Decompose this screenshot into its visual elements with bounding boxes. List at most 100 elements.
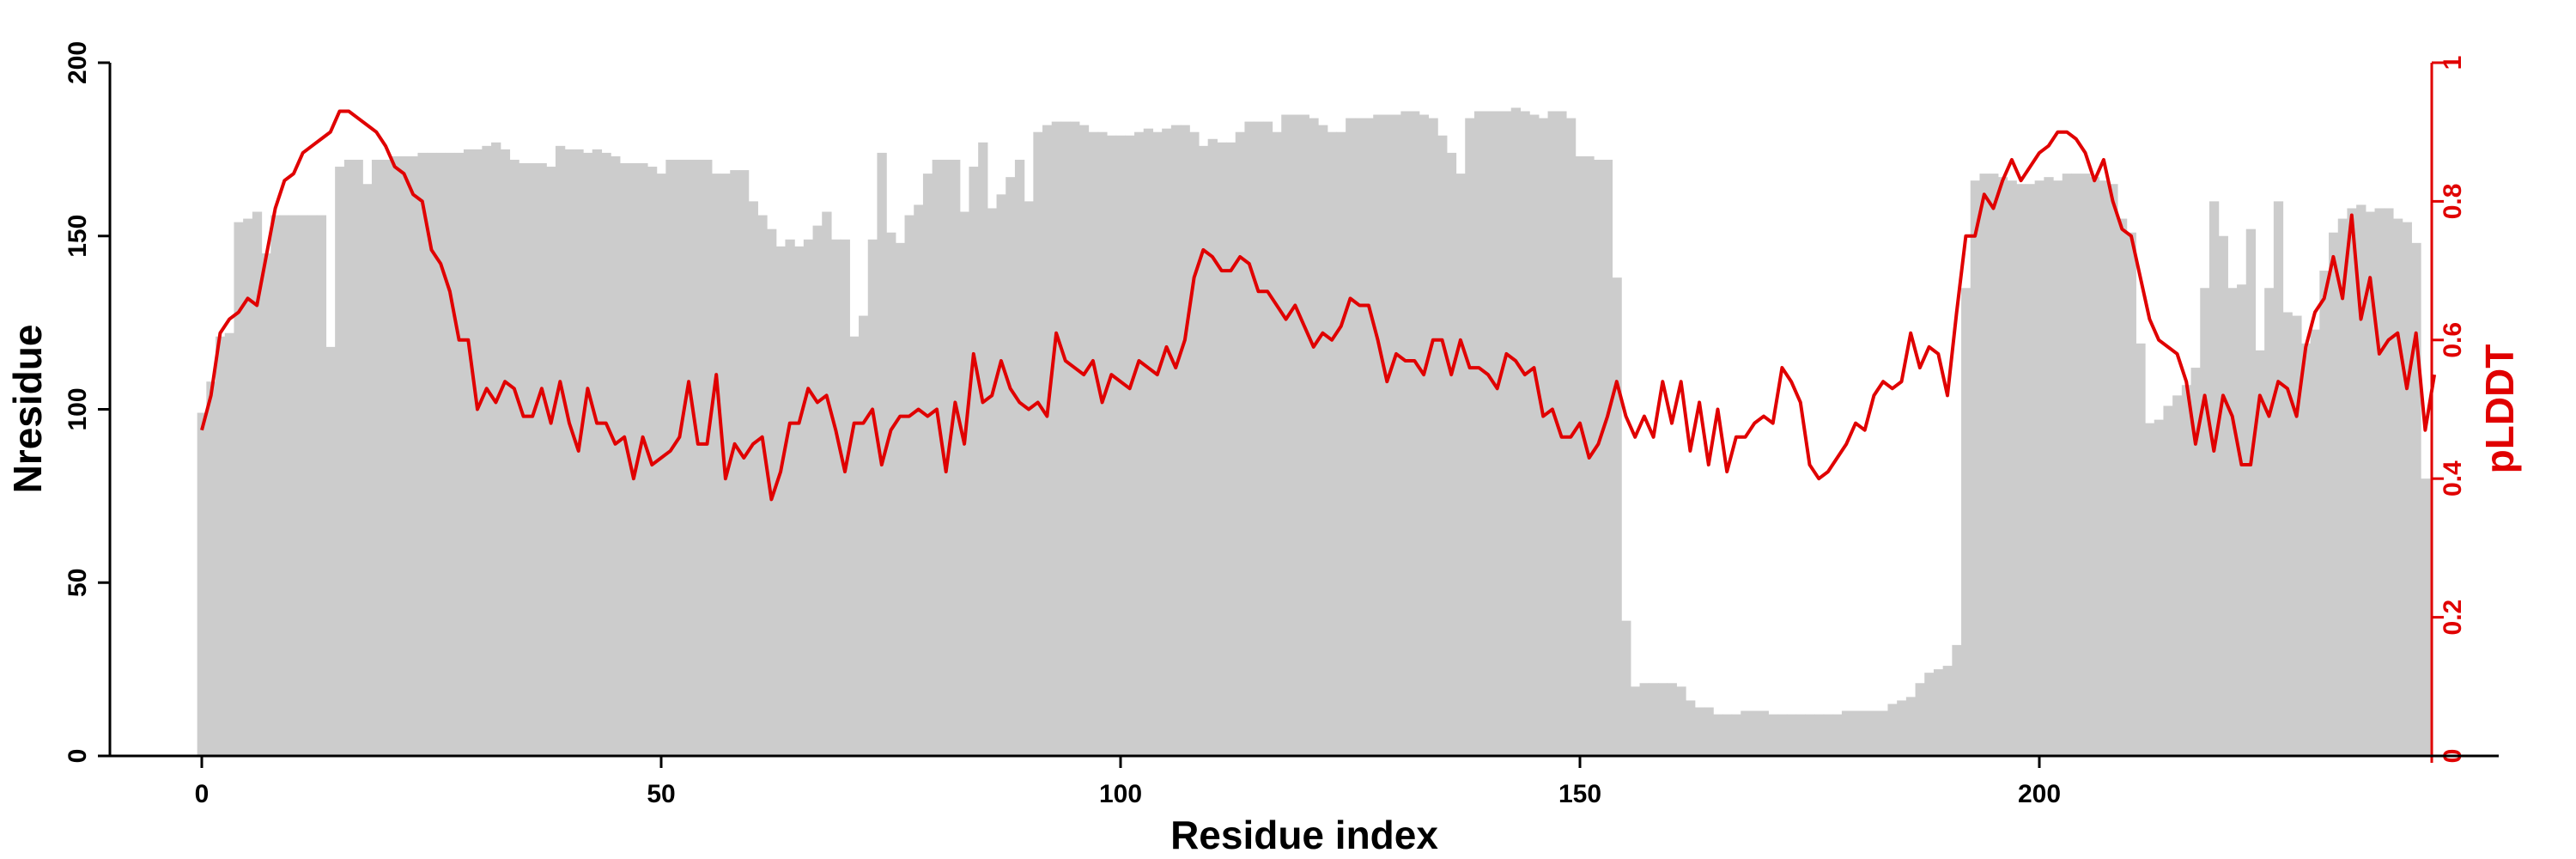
x-tick-label: 100 xyxy=(1099,780,1142,808)
nresidue-bar xyxy=(2347,208,2357,757)
y2-axis-ticks: 00.20.40.60.81 xyxy=(2432,56,2467,763)
nresidue-bar xyxy=(629,163,639,756)
nresidue-bar xyxy=(399,155,410,756)
nresidue-bar xyxy=(1952,644,1962,756)
nresidue-bar xyxy=(1768,714,1778,756)
nresidue-bar xyxy=(1989,174,1999,756)
nresidue-bar xyxy=(592,149,603,757)
nresidue-bar xyxy=(1097,131,1108,756)
nresidue-bar xyxy=(1446,152,1457,756)
nresidue-bar xyxy=(509,159,519,757)
nresidue-bar xyxy=(2181,385,2192,756)
nresidue-bar xyxy=(1547,111,1558,757)
nresidue-bar xyxy=(1382,114,1393,756)
nresidue-bar xyxy=(922,174,933,756)
nresidue-bar xyxy=(2208,201,2220,756)
nresidue-bar xyxy=(500,149,511,757)
nresidue-bar xyxy=(785,239,795,756)
nresidue-bar xyxy=(1841,710,1852,756)
nresidue-bar xyxy=(1777,714,1788,756)
nresidue-bar xyxy=(216,336,226,756)
nresidue-bar xyxy=(2071,174,2081,756)
nresidue-bar xyxy=(1905,697,1917,756)
nresidue-bar xyxy=(702,159,713,757)
nresidue-bar xyxy=(2264,288,2275,756)
y-tick-label: 150 xyxy=(64,215,92,258)
nresidue-bar xyxy=(1869,710,1880,756)
nresidue-bar xyxy=(665,159,676,757)
nresidue-bar xyxy=(2282,312,2293,756)
x-tick-label: 50 xyxy=(647,780,675,808)
nresidue-bar xyxy=(1373,114,1383,756)
nresidue-bar xyxy=(2007,180,2017,756)
nresidue-bar xyxy=(2062,174,2073,756)
nresidue-bar xyxy=(1400,111,1411,757)
nresidue-bar xyxy=(2392,218,2403,756)
nresidue-bar xyxy=(1309,118,1319,756)
nresidue-bar xyxy=(1961,288,1971,756)
nresidue-bar xyxy=(1832,714,1843,756)
nresidue-bar xyxy=(537,163,547,756)
y2-tick-label: 1 xyxy=(2439,56,2467,70)
y-tick-label: 200 xyxy=(64,41,92,84)
nresidue-bar xyxy=(1189,131,1200,756)
nresidue-bar xyxy=(2034,180,2044,756)
nresidue-bar xyxy=(1686,700,1696,756)
nresidue-bar xyxy=(1612,277,1622,756)
nresidue-bar xyxy=(601,152,611,756)
y-axis-title: Nresidue xyxy=(5,325,50,494)
nresidue-bar xyxy=(243,218,253,756)
nresidue-bar xyxy=(1933,669,1944,757)
nresidue-bar xyxy=(812,225,823,756)
nresidue-bar xyxy=(611,155,621,756)
nresidue-bar xyxy=(867,239,878,756)
nresidue-bar xyxy=(2081,174,2091,756)
nresidue-bar xyxy=(2337,218,2348,756)
nresidue-bar xyxy=(316,215,327,757)
x-tick-label: 0 xyxy=(195,780,210,808)
nresidue-bar xyxy=(343,159,355,757)
nresidue-bar xyxy=(1915,683,1925,756)
nresidue-bar xyxy=(2145,423,2155,756)
nresidue-bar xyxy=(2300,343,2312,756)
nresidue-bar xyxy=(1391,114,1401,756)
nresidue-bar xyxy=(932,159,942,757)
nresidue-bar xyxy=(335,167,345,757)
nresidue-bar xyxy=(1483,111,1493,757)
nresidue-bar xyxy=(279,215,290,757)
nresidue-bar xyxy=(1942,666,1953,756)
nresidue-bars xyxy=(197,107,2431,757)
nresidue-bar xyxy=(1741,710,1751,756)
nresidue-bar xyxy=(427,152,437,756)
nresidue-bar xyxy=(951,159,961,757)
nresidue-bar xyxy=(2025,184,2036,757)
nresidue-bar xyxy=(2089,177,2100,756)
nresidue-bar xyxy=(1299,114,1309,756)
nresidue-bar xyxy=(1024,201,1034,756)
nresidue-bar xyxy=(1897,700,1907,756)
nresidue-bar xyxy=(959,211,970,756)
nresidue-bar xyxy=(2227,288,2238,756)
nresidue-bar xyxy=(2384,208,2394,757)
nresidue-bar xyxy=(840,239,850,756)
nresidue-bar xyxy=(1180,125,1190,756)
nresidue-bar xyxy=(803,239,814,756)
nresidue-bar xyxy=(445,152,455,756)
nresidue-bar xyxy=(1850,710,1861,756)
nresidue-bar xyxy=(2163,405,2173,756)
nresidue-bar xyxy=(830,239,841,756)
nresidue-bar xyxy=(1630,686,1641,756)
nresidue-bar xyxy=(1318,125,1328,756)
nresidue-bar xyxy=(289,215,299,757)
y-tick-label: 100 xyxy=(64,387,92,430)
nresidue-bar xyxy=(1235,131,1246,756)
nresidue-bar xyxy=(2421,478,2431,756)
nresidue-bar xyxy=(463,149,474,757)
nresidue-bar xyxy=(224,332,235,756)
nresidue-bar xyxy=(2356,204,2366,756)
y-tick-label: 0 xyxy=(64,749,92,764)
nresidue-bar xyxy=(270,215,281,757)
nresidue-bar xyxy=(638,163,648,756)
nresidue-bar xyxy=(1520,111,1530,757)
